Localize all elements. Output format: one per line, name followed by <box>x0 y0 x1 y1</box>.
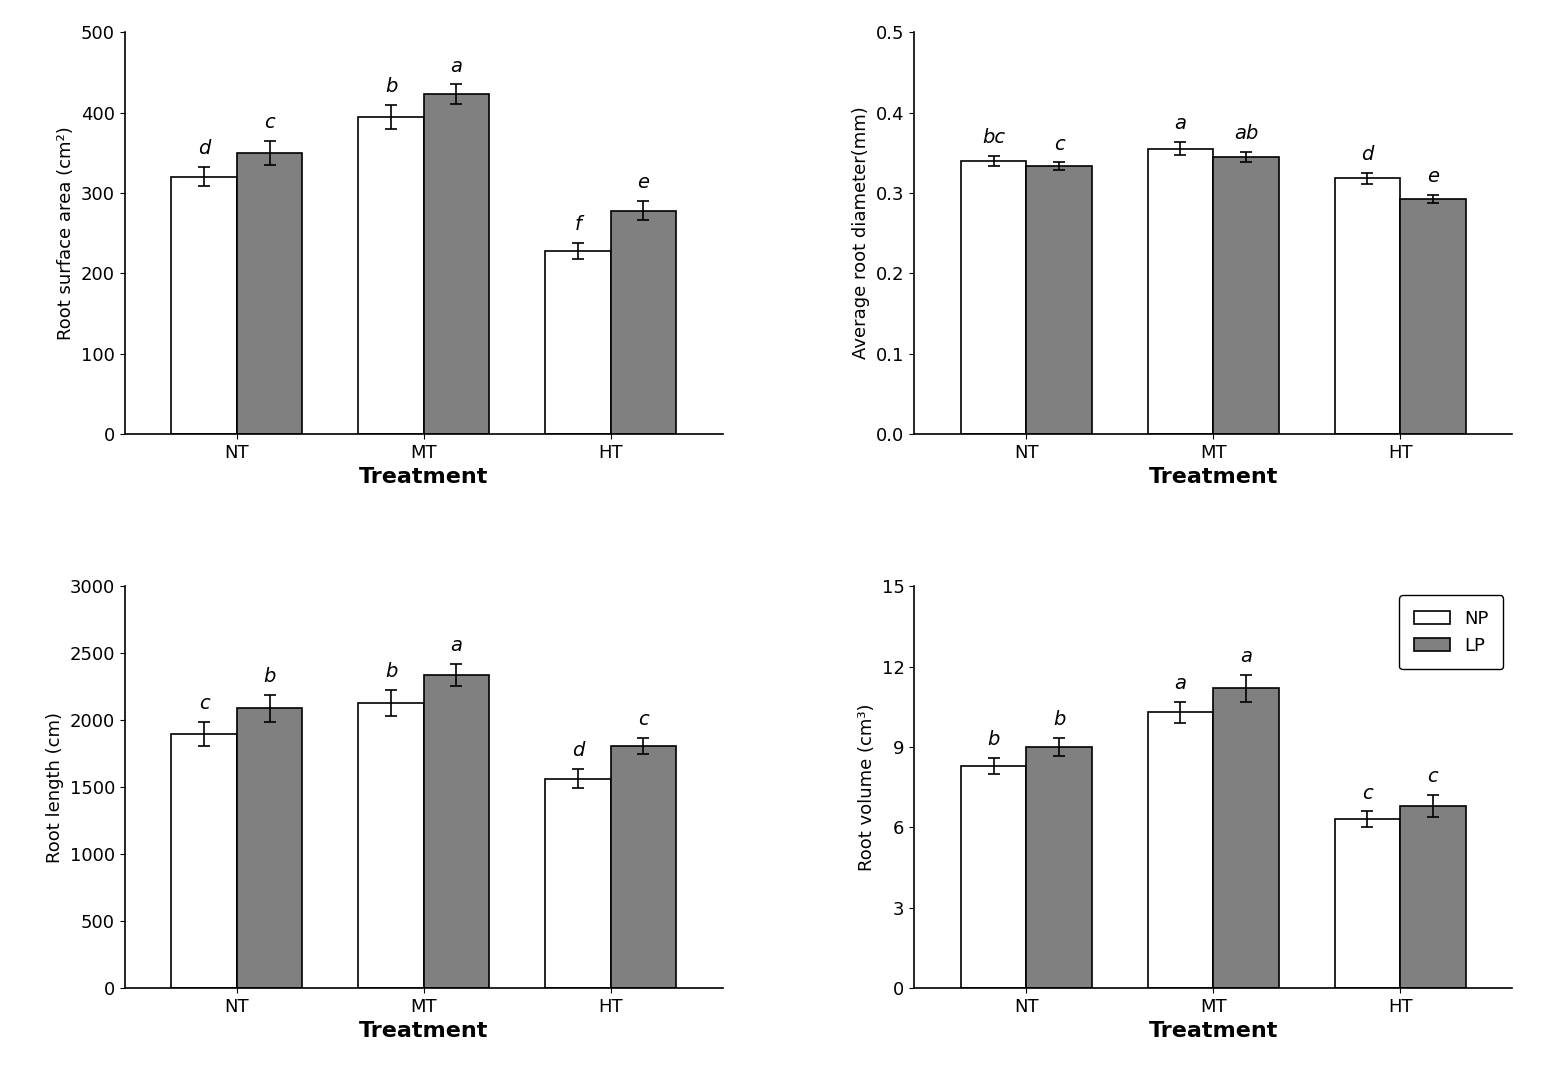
Y-axis label: Average root diameter(mm): Average root diameter(mm) <box>853 106 870 360</box>
Bar <box>611 745 677 988</box>
Bar <box>1213 688 1278 988</box>
Text: a: a <box>1174 115 1186 133</box>
Legend: NP, LP: NP, LP <box>1400 595 1503 669</box>
Bar <box>1026 748 1091 988</box>
Text: e: e <box>638 173 650 192</box>
X-axis label: Treatment: Treatment <box>1149 467 1278 488</box>
Text: b: b <box>1052 710 1065 729</box>
Bar <box>237 708 302 988</box>
Bar <box>1026 166 1091 434</box>
Text: c: c <box>1428 768 1437 786</box>
Bar <box>171 734 237 988</box>
Bar <box>1400 200 1465 434</box>
Bar <box>960 766 1026 988</box>
Text: a: a <box>451 57 463 75</box>
Bar <box>1147 148 1213 434</box>
Bar <box>171 177 237 434</box>
Text: c: c <box>638 710 649 729</box>
Bar <box>359 117 424 434</box>
Text: a: a <box>1174 673 1186 693</box>
Y-axis label: Root length (cm): Root length (cm) <box>45 712 64 862</box>
Bar <box>1335 178 1400 434</box>
Text: bc: bc <box>982 128 1006 147</box>
Bar <box>1213 157 1278 434</box>
X-axis label: Treatment: Treatment <box>359 467 488 488</box>
Text: c: c <box>1363 784 1373 802</box>
Bar <box>424 95 490 434</box>
Text: d: d <box>198 140 210 158</box>
X-axis label: Treatment: Treatment <box>359 1021 488 1042</box>
Text: d: d <box>1361 145 1373 164</box>
Bar <box>546 779 611 988</box>
Text: c: c <box>200 694 209 713</box>
Text: c: c <box>263 113 274 132</box>
Text: f: f <box>575 215 582 234</box>
Bar <box>960 161 1026 434</box>
Text: b: b <box>263 667 276 686</box>
Bar <box>424 674 490 988</box>
Bar <box>237 153 302 434</box>
Text: a: a <box>451 636 463 655</box>
Text: ab: ab <box>1233 125 1258 143</box>
X-axis label: Treatment: Treatment <box>1149 1021 1278 1042</box>
Bar <box>1147 712 1213 988</box>
Bar <box>1400 806 1465 988</box>
Text: b: b <box>987 730 999 749</box>
Text: b: b <box>385 662 398 681</box>
Text: d: d <box>572 741 585 760</box>
Text: c: c <box>1054 134 1065 154</box>
Text: a: a <box>1239 647 1252 666</box>
Bar <box>359 702 424 988</box>
Bar <box>546 250 611 434</box>
Y-axis label: Root volume (cm³): Root volume (cm³) <box>857 703 876 871</box>
Y-axis label: Root surface area (cm²): Root surface area (cm²) <box>58 126 75 339</box>
Text: e: e <box>1426 168 1439 187</box>
Bar <box>611 211 677 434</box>
Bar <box>1335 819 1400 988</box>
Text: b: b <box>385 76 398 96</box>
